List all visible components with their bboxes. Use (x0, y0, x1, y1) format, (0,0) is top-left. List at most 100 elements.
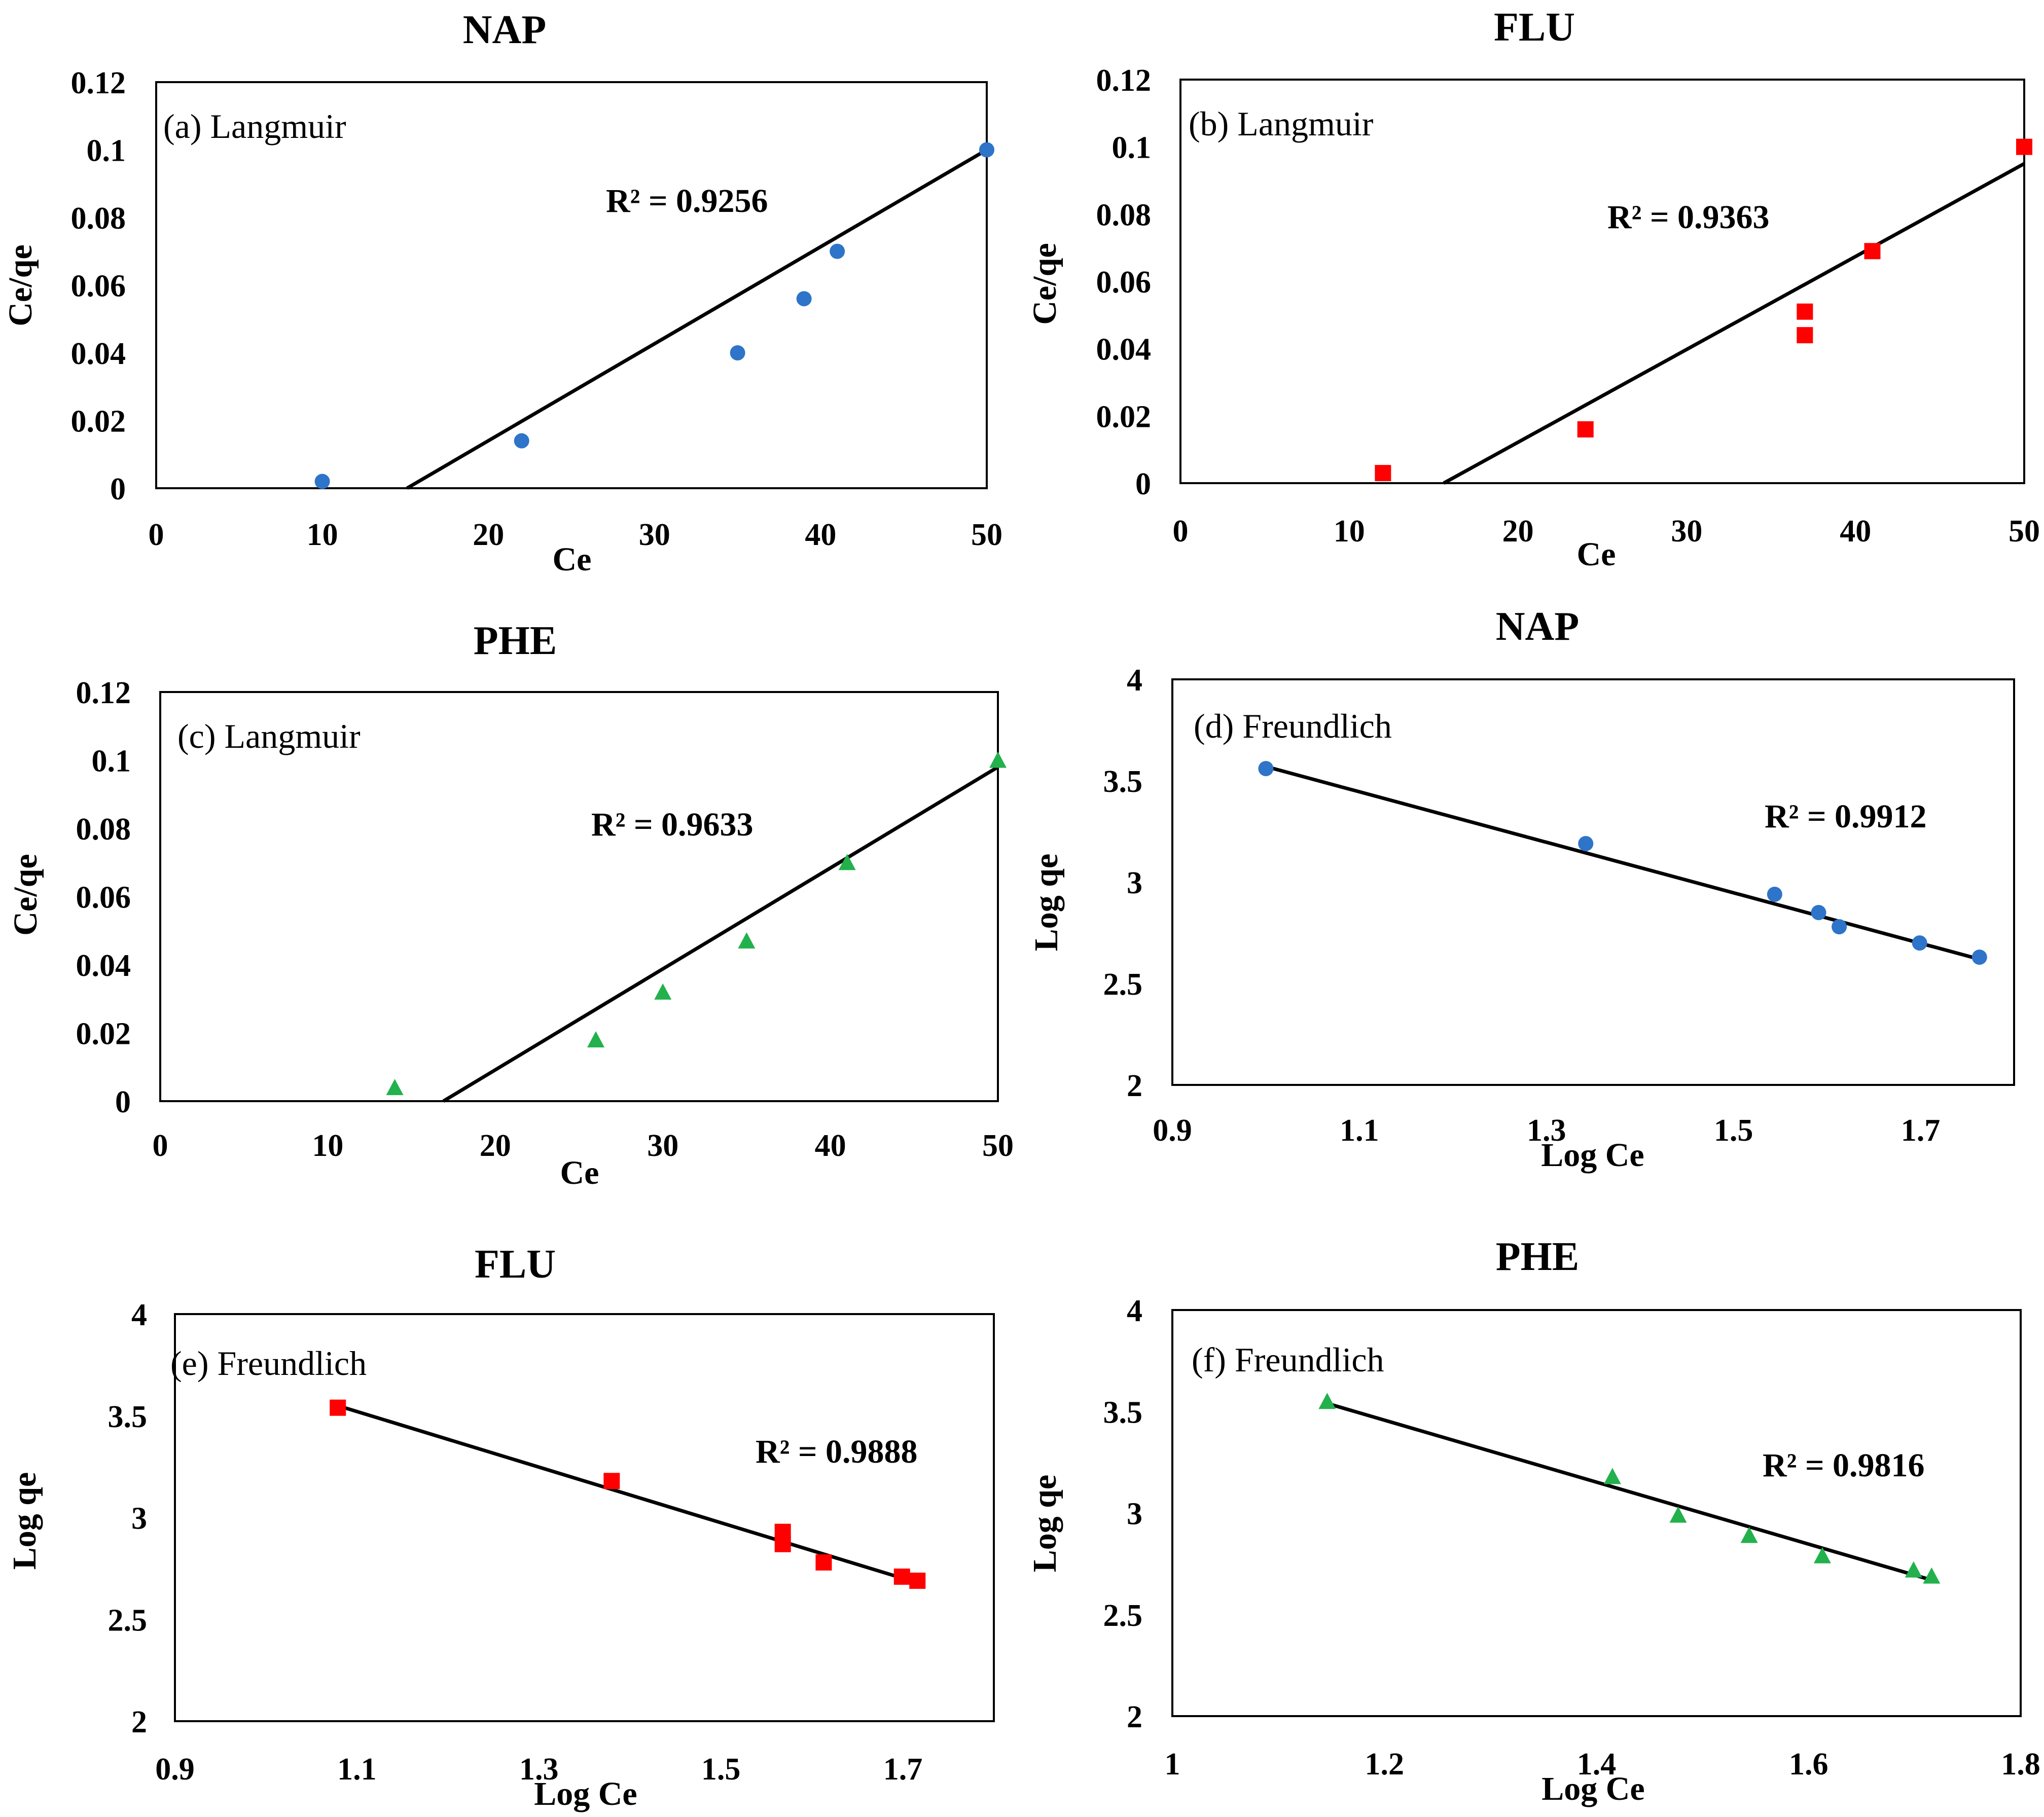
data-point (838, 854, 856, 870)
data-point (330, 1399, 346, 1416)
chart-title: FLU (475, 1242, 556, 1287)
x-tick-label: 1.1 (1340, 1113, 1379, 1148)
x-tick-label: 0.9 (1153, 1113, 1192, 1148)
x-tick-label: 1.5 (701, 1752, 741, 1787)
y-tick-label: 0.1 (92, 744, 131, 779)
data-point (1813, 1547, 1831, 1564)
plot-area-frame (159, 691, 999, 1102)
x-tick-label: 1.2 (1365, 1747, 1405, 1782)
x-tick-label: 50 (982, 1129, 1014, 1163)
data-point (1864, 243, 1881, 260)
panel-label: (c) Langmuir (177, 717, 361, 755)
y-tick-label: 2.5 (1103, 1598, 1143, 1633)
y-tick-label: 4 (1127, 663, 1142, 698)
y-tick-label: 0.04 (1096, 333, 1152, 367)
chart-panel-b: FLU (b) Langmuir 0 10 20 30 40 50 0 0.02 0.04 0.06 0… (1026, 5, 2040, 573)
panel-label: (e) Freundlich (170, 1344, 367, 1383)
y-tick-label: 3.5 (1103, 1395, 1143, 1430)
chart-title: NAP (463, 8, 546, 52)
x-tick-label: 1.3 (519, 1752, 559, 1787)
plot-area-frame (1171, 678, 2015, 1086)
y-tick-label: 0.12 (1096, 63, 1152, 98)
r-squared-label: R² = 0.9256 (606, 183, 768, 220)
data-point (738, 932, 756, 949)
y-axis-label: Ce/qe (2, 244, 39, 326)
data-point (1578, 836, 1594, 851)
y-tick-label: 2 (1127, 1700, 1142, 1734)
chart-panel-a: NAP (a) Langmuir 0 10 20 30 40 50 0 0.02 0.04 0.06 0… (2, 8, 1002, 578)
x-tick-label: 50 (2009, 514, 2040, 549)
x-axis-label: Ce (553, 541, 592, 578)
data-point (1318, 1393, 1336, 1409)
x-tick-label: 10 (307, 518, 338, 552)
data-point (979, 142, 994, 158)
data-point (1811, 905, 1826, 920)
data-point (893, 1568, 910, 1585)
data-point (514, 433, 529, 449)
y-axis-label: Log qe (6, 1472, 43, 1570)
trendline (442, 765, 999, 1103)
trendline (406, 148, 988, 490)
x-tick-label: 20 (480, 1129, 511, 1163)
y-tick-label: 0.06 (71, 269, 126, 304)
chart-title: PHE (474, 619, 557, 663)
x-tick-label: 1.7 (883, 1752, 923, 1787)
y-tick-label: 0.02 (1096, 399, 1152, 434)
data-point (1577, 421, 1594, 438)
y-axis-label: Ce/qe (7, 854, 44, 935)
x-tick-label: 1.8 (2001, 1747, 2040, 1782)
plot-area-frame (1171, 1309, 2022, 1717)
data-point (796, 291, 812, 307)
data-point (1740, 1527, 1758, 1543)
y-axis-label: Ce/qe (1026, 243, 1063, 324)
y-tick-label: 0.1 (1112, 131, 1152, 165)
plot-area-frame (155, 81, 988, 489)
y-tick-label: 0.04 (76, 949, 131, 983)
x-tick-label: 30 (639, 518, 670, 552)
data-point (1767, 887, 1782, 902)
x-tick-label: 40 (815, 1129, 846, 1163)
y-tick-label: 2 (1127, 1069, 1142, 1103)
y-tick-label: 0.12 (76, 676, 131, 710)
y-axis-label: Log qe (1028, 854, 1065, 952)
trendline (1265, 765, 1980, 961)
y-tick-label: 3.5 (108, 1400, 148, 1434)
r-squared-label: R² = 0.9633 (591, 806, 754, 843)
x-tick-label: 1.7 (1901, 1113, 1941, 1148)
y-axis-label: Log qe (1026, 1475, 1063, 1573)
y-tick-label: 0 (115, 1085, 131, 1119)
r-squared-label: R² = 0.9912 (1765, 798, 1927, 835)
trendline (1443, 162, 2025, 485)
data-point (1971, 950, 1987, 965)
x-tick-label: 40 (805, 518, 836, 552)
chart-title: NAP (1496, 604, 1579, 649)
x-tick-label: 0.9 (155, 1752, 195, 1787)
y-tick-label: 4 (131, 1298, 147, 1332)
x-tick-label: 0 (149, 518, 164, 552)
data-point (730, 345, 745, 360)
panel-label: (f) Freundlich (1192, 1340, 1384, 1379)
y-tick-label: 0.08 (71, 201, 126, 236)
x-tick-label: 0 (153, 1129, 168, 1163)
y-tick-label: 2 (131, 1705, 147, 1739)
chart-panel-d: NAP (d) Freundlich 0.9 1.1 1.3 1.5 1.7 2 2.5 3 3.5… (1028, 604, 2015, 1174)
data-point (587, 1031, 605, 1047)
x-tick-label: 40 (1840, 514, 1871, 549)
data-point (1258, 761, 1274, 776)
x-tick-label: 50 (971, 518, 1002, 552)
data-point (1923, 1567, 1941, 1584)
data-point (1669, 1506, 1687, 1523)
data-point (654, 983, 672, 1000)
r-squared-label: R² = 0.9363 (1607, 199, 1770, 236)
x-axis-label: Log Ce (1541, 1137, 1644, 1174)
chart-title: FLU (1494, 5, 1575, 50)
y-tick-label: 0.08 (1096, 198, 1152, 232)
plot-area-frame (1179, 79, 2025, 484)
panel-label: (b) Langmuir (1189, 104, 1374, 143)
y-tick-label: 3 (131, 1502, 147, 1536)
x-tick-label: 1.3 (1527, 1113, 1566, 1148)
y-tick-label: 0.04 (71, 337, 126, 371)
x-tick-label: 1 (1165, 1747, 1180, 1782)
x-tick-label: 1.4 (1577, 1747, 1617, 1782)
x-tick-label: 10 (312, 1129, 343, 1163)
